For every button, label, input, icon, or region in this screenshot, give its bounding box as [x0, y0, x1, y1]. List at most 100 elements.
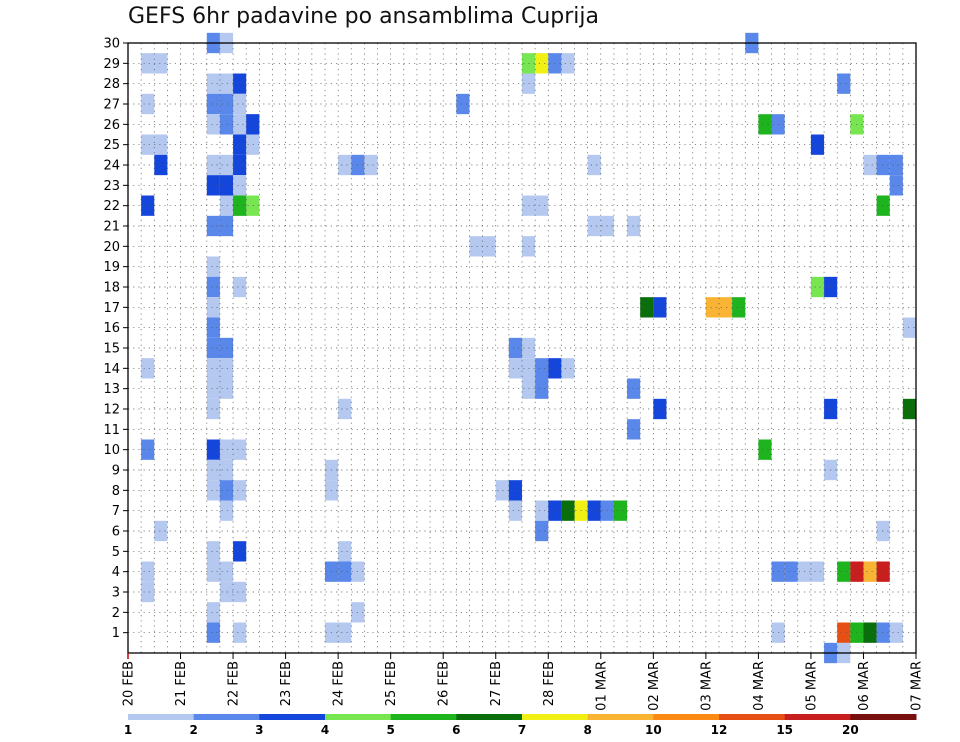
heatmap-cell — [219, 581, 234, 603]
heatmap-cell — [535, 53, 549, 74]
x-tick-label: 24 FEB — [332, 661, 347, 706]
x-tick-label: 27 FEB — [489, 661, 504, 706]
heatmap-cell — [719, 297, 733, 318]
heatmap-cell — [141, 93, 155, 115]
y-tick-label: 8 — [112, 484, 120, 499]
y-tick-label: 30 — [103, 37, 120, 52]
heatmap-cell — [889, 154, 903, 176]
heatmap-cell — [246, 114, 260, 135]
heatmap-cell — [219, 561, 234, 582]
legend-label: 1 — [124, 723, 132, 737]
x-tick-label: 20 FEB — [122, 661, 137, 706]
heatmap-cell — [206, 73, 220, 94]
heatmap-cell — [233, 93, 247, 115]
heatmap-cell — [705, 297, 719, 318]
heatmap-cell — [219, 154, 234, 176]
heatmap-cell — [587, 154, 601, 176]
x-tick-label: 26 FEB — [437, 661, 452, 706]
heatmap-cell — [206, 215, 220, 237]
heatmap-cell — [810, 276, 825, 298]
heatmap-cell — [535, 378, 549, 399]
heatmap-cell — [141, 134, 155, 155]
heatmap-cell — [219, 73, 234, 94]
legend-label: 5 — [386, 723, 394, 737]
heatmap-cell — [233, 439, 247, 460]
y-tick-label: 25 — [103, 138, 120, 153]
heatmap-cell — [837, 73, 851, 94]
heatmap-cell — [653, 297, 667, 318]
heatmap-cell — [561, 500, 575, 521]
heatmap-cell — [233, 134, 247, 155]
legend-swatch — [193, 714, 260, 720]
y-tick-label: 15 — [103, 342, 120, 357]
heatmap-cell — [219, 480, 234, 501]
y-tick-labels: 1234567891011121314151617181920212223242… — [103, 37, 128, 641]
heatmap-cell — [535, 500, 549, 521]
heatmap-cell — [154, 134, 168, 155]
y-tick-label: 6 — [112, 525, 120, 540]
heatmap-cell — [206, 541, 220, 562]
legend-label: 4 — [321, 723, 329, 737]
heatmap-cell — [653, 398, 667, 420]
heatmap-cell — [561, 53, 575, 74]
y-tick-label: 4 — [112, 565, 120, 580]
heatmap-cell — [508, 337, 522, 359]
heatmap-cell — [338, 561, 352, 582]
y-tick-label: 21 — [103, 220, 120, 235]
heatmap-cell — [206, 398, 220, 420]
heatmap-cell — [469, 236, 483, 257]
y-tick-label: 5 — [112, 545, 120, 560]
legend-swatch — [719, 714, 786, 720]
heatmap-cell — [837, 622, 851, 643]
legend-swatch — [128, 714, 195, 720]
heatmap-cell — [219, 459, 234, 481]
heatmap-cell — [219, 337, 234, 359]
heatmap-cell — [640, 297, 654, 318]
heatmap-cell — [535, 520, 549, 542]
legend-swatch — [653, 714, 720, 720]
heatmap-cell — [219, 114, 234, 135]
y-tick-label: 2 — [112, 606, 120, 621]
legend-label: 10 — [645, 723, 662, 737]
heatmap-cell — [837, 561, 851, 582]
heatmap-cell — [219, 358, 234, 379]
heatmap-cell — [233, 195, 247, 216]
heatmap-cell — [206, 154, 220, 176]
heatmap-cell — [246, 195, 260, 216]
y-tick-label: 12 — [103, 403, 120, 418]
heatmap-cell — [508, 358, 522, 379]
legend-swatch — [390, 714, 457, 720]
heatmap-cell — [810, 134, 825, 155]
heatmap-cell — [810, 561, 825, 582]
heatmap-cell — [482, 236, 496, 257]
legend-swatch — [587, 714, 654, 720]
heatmap-cell — [206, 358, 220, 379]
y-tick-label: 27 — [103, 98, 120, 113]
x-tick-label: 05 MAR — [804, 661, 819, 711]
legend-swatch — [325, 714, 392, 720]
x-tick-label: 07 MAR — [910, 661, 925, 711]
x-tick-label: 02 MAR — [647, 661, 662, 711]
heatmap-cell — [206, 459, 220, 481]
x-tick-label: 01 MAR — [594, 661, 609, 711]
y-tick-label: 20 — [103, 240, 120, 255]
y-tick-label: 26 — [103, 118, 120, 133]
heatmap-cell — [338, 398, 352, 420]
legend-label: 2 — [189, 723, 197, 737]
heatmap-cell — [535, 358, 549, 379]
heatmap-cell — [863, 622, 877, 643]
heatmap-cell — [219, 93, 234, 115]
heatmap-cell — [206, 256, 220, 277]
heatmap-cell — [219, 175, 234, 196]
heatmap-cell — [627, 215, 641, 237]
heatmap-cell — [758, 114, 772, 135]
heatmap-cell — [154, 53, 168, 74]
heatmap-cell — [233, 480, 247, 501]
y-tick-label: 16 — [103, 321, 120, 336]
heatmap-cell — [206, 439, 220, 460]
x-tick-labels: 20 FEB 21 FEB 22 FEB 23 FEB 24 FEB 25 FEB 26 F… — [122, 653, 925, 711]
heatmap-cell — [206, 114, 220, 135]
heatmap-cell — [495, 480, 509, 501]
color-legend: 1 2 3 4 5 6 7 8 10 12 15 20 — [124, 714, 917, 737]
